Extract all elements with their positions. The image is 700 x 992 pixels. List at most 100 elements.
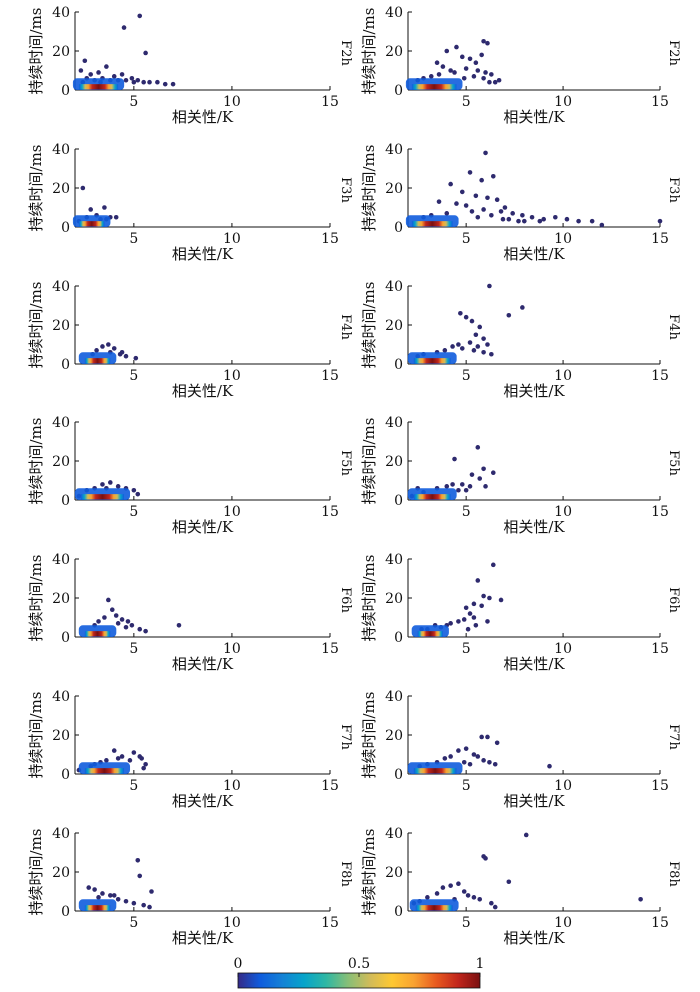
data-point: [454, 44, 459, 50]
x-tick-label: 10: [223, 368, 241, 384]
x-tick-label: 10: [223, 94, 241, 110]
density-core: [78, 221, 105, 227]
density-core: [411, 84, 457, 90]
data-point: [471, 348, 477, 353]
data-point: [473, 332, 479, 338]
data-point: [467, 611, 473, 616]
y-tick-label: 40: [52, 5, 70, 21]
data-point: [123, 624, 129, 630]
x-tick-label: 15: [651, 641, 669, 657]
y-tick-label: 40: [52, 142, 70, 158]
data-point: [459, 482, 465, 487]
data-point: [425, 895, 430, 900]
data-point: [481, 207, 486, 212]
data-point: [494, 197, 500, 202]
density-core: [84, 768, 125, 774]
data-point: [131, 900, 137, 906]
colorbar-tick-label: 0: [234, 956, 243, 972]
y-tick-label: 20: [385, 44, 403, 60]
data-point: [475, 344, 481, 349]
x-tick-label: 10: [554, 231, 572, 247]
y-tick-label: 20: [385, 865, 403, 881]
data-point: [638, 897, 643, 902]
data-point: [473, 60, 479, 65]
data-point: [458, 311, 463, 316]
data-point: [475, 68, 481, 73]
x-tick-label: 10: [554, 368, 572, 384]
data-point: [496, 77, 502, 83]
y-axis-label: 持续时间/ms: [27, 145, 45, 232]
data-point: [102, 615, 107, 620]
panel-F4h-left: 0 20 40 5 10 15 相关性/K 持续时间/ms F4h: [27, 279, 353, 400]
x-tick-label: 15: [321, 915, 339, 931]
data-point: [463, 66, 469, 71]
data-point: [485, 195, 490, 201]
data-point: [475, 754, 481, 759]
y-tick-label: 0: [394, 220, 403, 236]
panel-F2h-left: 0 20 40 5 10 15 相关性/K 持续时间/ms F2h: [27, 5, 353, 126]
data-point: [434, 891, 440, 896]
data-point: [434, 60, 440, 65]
data-point: [483, 70, 488, 75]
y-axis-label: 持续时间/ms: [360, 418, 378, 505]
panel-F4h-right: 0 20 40 5 10 15 相关性/K 持续时间/ms F4h: [360, 279, 681, 400]
data-point: [137, 626, 143, 632]
row-label: F6h: [666, 587, 681, 613]
x-tick-label: 5: [129, 641, 138, 657]
data-point: [483, 856, 488, 861]
y-tick-label: 0: [61, 630, 70, 646]
data-point: [523, 832, 529, 838]
colorbar-tick-label: 0.5: [348, 956, 370, 972]
data-point: [100, 344, 105, 349]
data-point: [141, 79, 146, 85]
data-point: [498, 597, 504, 603]
data-point: [123, 353, 129, 359]
data-point: [440, 64, 446, 69]
data-point: [115, 897, 121, 902]
x-axis-label: 相关性/K: [172, 655, 234, 673]
density-core: [411, 221, 453, 227]
y-axis-label: 持续时间/ms: [27, 555, 45, 642]
colorbar: 0 0.5 1: [234, 956, 484, 989]
data-point: [456, 748, 461, 753]
data-point: [436, 199, 442, 204]
density-core: [415, 905, 453, 911]
data-point: [115, 621, 121, 626]
data-point: [477, 897, 483, 902]
x-axis-label: 相关性/K: [172, 518, 234, 536]
data-point: [111, 74, 117, 79]
data-point: [490, 562, 496, 568]
data-point: [564, 216, 570, 222]
y-tick-label: 40: [52, 415, 70, 431]
data-point: [170, 81, 176, 87]
y-tick-label: 0: [61, 493, 70, 509]
x-tick-label: 15: [321, 231, 339, 247]
data-point: [111, 893, 117, 898]
data-point: [547, 763, 552, 769]
panel-F7h-left: 0 20 40 5 10 15 相关性/K 持续时间/ms F7h: [27, 689, 353, 810]
data-point: [485, 734, 490, 740]
data-point: [479, 734, 484, 740]
row-label: F8h: [666, 861, 681, 887]
data-point: [88, 207, 93, 212]
x-tick-label: 10: [554, 641, 572, 657]
panel-F3h-right: 0 20 40 5 10 15 相关性/K 持续时间/ms F3h: [360, 142, 681, 263]
data-point: [494, 740, 500, 746]
data-point: [147, 904, 152, 910]
y-tick-label: 0: [394, 83, 403, 99]
y-tick-label: 0: [394, 357, 403, 373]
data-point: [452, 456, 457, 462]
y-tick-label: 40: [385, 689, 403, 705]
x-tick-label: 15: [651, 231, 669, 247]
y-axis-label: 持续时间/ms: [27, 418, 45, 505]
data-point: [490, 470, 496, 476]
data-point: [86, 885, 92, 890]
data-point: [123, 77, 129, 83]
panels-group: 0 20 40 5 10 15 相关性/K 持续时间/ms F2h 0 20 40 5 10 15 相关性/K…: [27, 5, 681, 947]
data-point: [143, 50, 148, 56]
x-axis-label: 相关性/K: [503, 108, 565, 126]
row-label: F7h: [338, 724, 353, 750]
data-point: [553, 214, 558, 220]
data-point: [490, 174, 496, 179]
x-tick-label: 15: [651, 94, 669, 110]
